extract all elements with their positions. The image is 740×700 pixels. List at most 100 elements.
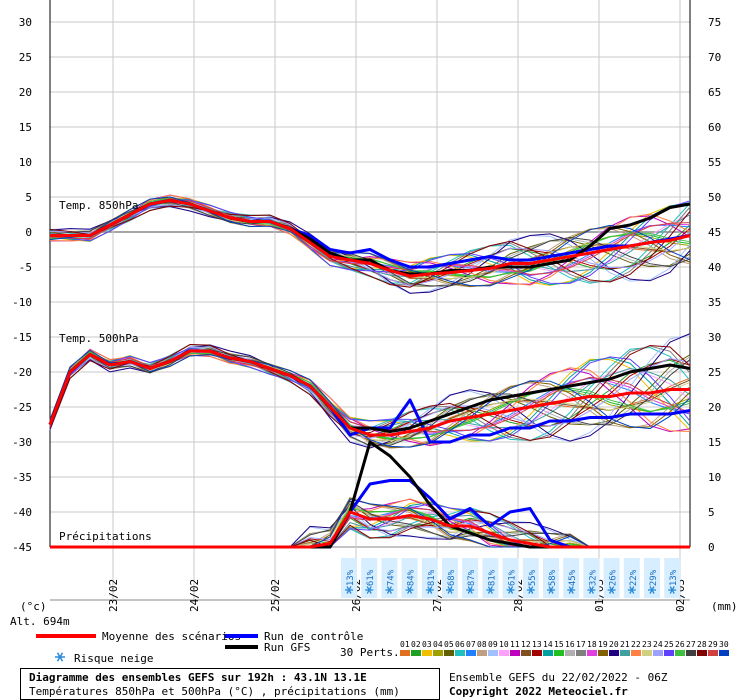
pert-swatch <box>642 650 652 656</box>
pert-swatch <box>697 650 707 656</box>
pert-number: 18 <box>587 640 597 649</box>
snowflake-icon <box>567 586 576 594</box>
pert-number: 20 <box>609 640 619 649</box>
pert-swatch <box>609 650 619 656</box>
snowflake-icon <box>627 586 636 594</box>
pert-number: 07 <box>466 640 476 649</box>
snowflake-icon <box>587 586 596 594</box>
pert-number: 13 <box>532 640 542 649</box>
y-left-tick: -5 <box>19 261 32 274</box>
y-right-tick: 40 <box>708 261 721 274</box>
pert-swatch <box>422 650 432 656</box>
snowflake-icon <box>547 586 555 594</box>
pert-line-28-t850 <box>49 205 691 288</box>
snow-risk-cell <box>381 558 398 598</box>
pert-swatch <box>444 650 454 656</box>
y-left-tick: -15 <box>12 331 32 344</box>
snow-risk-row: 13% 61% 74% 84% 81% 68% 87% 81% 61% 55% 58% 45% 32% 2… <box>341 558 681 598</box>
snow-risk-cell <box>522 558 539 598</box>
y-right-tick: 20 <box>708 401 721 414</box>
snow-risk-pct: 61% <box>508 569 518 586</box>
y-left-tick: 15 <box>19 121 32 134</box>
label-t500: Temp. 500hPa <box>59 332 138 345</box>
snow-risk-pct: 68% <box>447 569 457 586</box>
y-right-tick: 25 <box>708 366 721 379</box>
legend-perts-label: 30 Perts. <box>340 646 400 659</box>
pert-number: 21 <box>620 640 630 649</box>
pert-swatch <box>565 650 575 656</box>
copyright: Copyright 2022 Meteociel.fr <box>449 685 628 698</box>
series-0-t500 <box>48 349 690 437</box>
y-left-tick: -25 <box>12 401 32 414</box>
x-date-tick: 24/02 <box>188 579 201 612</box>
y-right-tick: 35 <box>708 296 721 309</box>
snowflake-icon <box>526 586 535 594</box>
snow-risk-pct: 26% <box>609 569 619 586</box>
pert-number: 01 <box>400 640 410 649</box>
snow-risk-cell <box>341 558 357 598</box>
pert-swatch <box>532 650 542 656</box>
pert-line-21-t850 <box>49 201 691 278</box>
pert-number: 15 <box>554 640 564 649</box>
y-left-tick: -20 <box>12 366 32 379</box>
snowflake-icon <box>486 586 495 594</box>
pert-swatch <box>576 650 586 656</box>
snow-risk-cell <box>401 558 418 598</box>
snowflake-icon <box>365 586 374 594</box>
pert-number: 22 <box>631 640 641 649</box>
pert-number: 04 <box>433 640 443 649</box>
snow-risk-pct: 32% <box>588 569 598 586</box>
pert-swatch <box>499 650 509 656</box>
legend-gfs-label: Run GFS <box>264 641 310 654</box>
legend-mean-label: Moyenne des scénarios <box>102 630 241 643</box>
y-right-tick: 70 <box>708 51 721 64</box>
y-left-tick: 10 <box>19 156 32 169</box>
pert-number: 14 <box>543 640 553 649</box>
pert-number: 26 <box>675 640 685 649</box>
perturbation-color-legend: 01 02 03 04 05 06 07 08 09 10 11 12 13 14 15 16 17 18 19 20… <box>400 640 729 656</box>
snowflake-icon <box>55 652 65 662</box>
pert-number: 05 <box>444 640 454 649</box>
y-right-tick: 15 <box>708 436 721 449</box>
snow-risk-pct: 45% <box>568 569 578 586</box>
pert-number: 03 <box>422 640 432 649</box>
snow-risk-pct: 55% <box>528 569 538 586</box>
pert-swatch <box>400 650 410 656</box>
label-t850: Temp. 850hPa <box>59 199 138 212</box>
pert-swatch <box>686 650 696 656</box>
y-left-tick: -40 <box>12 506 32 519</box>
snow-risk-cell <box>361 558 378 598</box>
pert-number: 11 <box>510 640 520 649</box>
snowflake-icon <box>506 586 515 594</box>
pert-number: 23 <box>642 640 652 649</box>
y-right-tick: 50 <box>708 191 721 204</box>
pert-number: 08 <box>477 640 487 649</box>
series-0-t850 <box>50 199 691 278</box>
snow-risk-pct: 81% <box>427 569 437 586</box>
pert-number: 29 <box>708 640 718 649</box>
snow-risk-pct: 74% <box>386 569 396 586</box>
snow-risk-cell <box>583 558 600 598</box>
y-left-tick: 5 <box>25 191 32 204</box>
snowflake-icon <box>668 586 677 594</box>
pert-swatch <box>521 650 531 656</box>
pert-line-30-t850 <box>49 196 691 287</box>
right-unit: (mm) <box>711 600 738 613</box>
altitude-label: Alt. 694m <box>10 615 70 628</box>
pert-number: 09 <box>488 640 498 649</box>
pert-line-28-t500 <box>49 344 691 441</box>
snow-risk-pct: 84% <box>407 569 417 586</box>
y-right-tick: 10 <box>708 471 721 484</box>
snow-risk-pct: 22% <box>629 569 639 586</box>
run-info: Ensemble GEFS du 22/02/2022 - 06Z <box>449 671 668 684</box>
pert-line-20-t500 <box>49 333 691 449</box>
pert-swatch <box>543 650 553 656</box>
pert-line-24-t850 <box>49 204 691 287</box>
footer-subtitle: Températures 850hPa et 500hPa (°C) , pré… <box>29 685 400 698</box>
y-left-tick: -45 <box>12 541 32 554</box>
legend-control-label: Run de contrôle <box>264 630 363 643</box>
y-left-tick: 25 <box>19 51 32 64</box>
y-left-tick: -10 <box>12 296 32 309</box>
snow-risk-pct: 13% <box>669 569 679 586</box>
snow-risk-pct: 81% <box>487 569 497 586</box>
